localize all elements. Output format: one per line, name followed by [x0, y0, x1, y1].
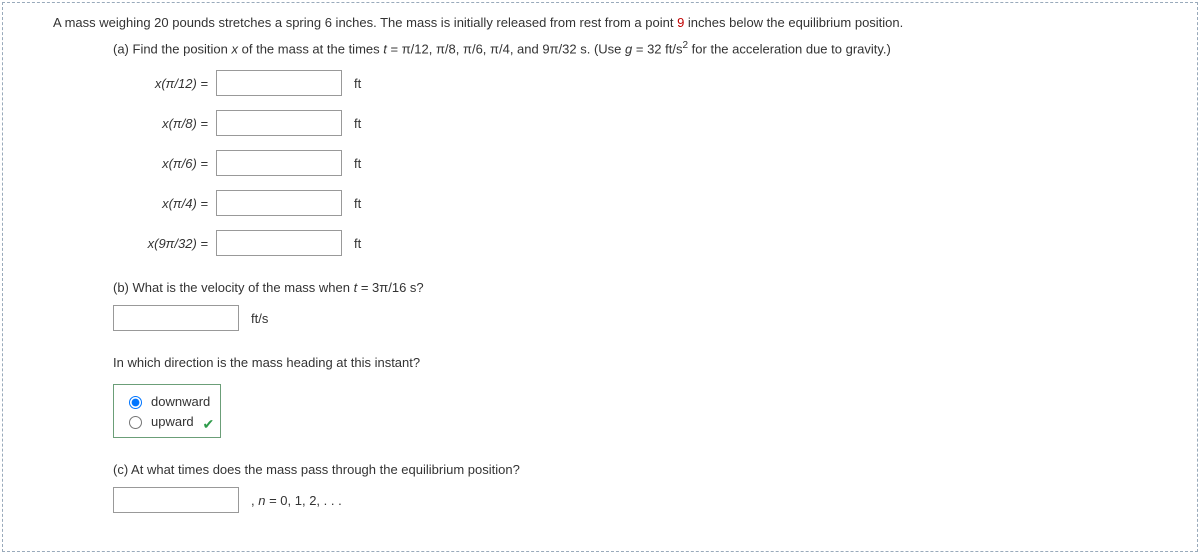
part-c-text: (c) At what times does the mass pass thr…	[113, 462, 1157, 477]
part-b-text: (b) What is the velocity of the mass whe…	[113, 280, 1157, 295]
label-x-pi-12: x(π/12) =	[113, 76, 216, 91]
intro-pre: A mass weighing 20 pounds stretches a sp…	[53, 15, 677, 30]
direction-question: In which direction is the mass heading a…	[113, 355, 1157, 370]
unit-ft: ft	[342, 156, 361, 171]
problem-statement: A mass weighing 20 pounds stretches a sp…	[53, 15, 1157, 30]
unit-fts: ft/s	[239, 311, 268, 326]
input-x-pi-6[interactable]	[216, 150, 342, 176]
unit-ft: ft	[342, 76, 361, 91]
input-velocity[interactable]	[113, 305, 239, 331]
part-c-suffix: , n = 0, 1, 2, . . .	[239, 493, 342, 508]
label-x-pi-6: x(π/6) =	[113, 156, 216, 171]
label-x-pi-8: x(π/8) =	[113, 116, 216, 131]
radio-upward[interactable]	[129, 416, 142, 429]
intro-post: inches below the equilibrium position.	[684, 15, 903, 30]
input-x-pi-4[interactable]	[216, 190, 342, 216]
input-equilibrium-times[interactable]	[113, 487, 239, 513]
direction-options: downward upward ✔	[113, 384, 221, 438]
unit-ft: ft	[342, 116, 361, 131]
input-x-9pi-32[interactable]	[216, 230, 342, 256]
label-downward: downward	[151, 394, 210, 409]
label-upward: upward	[151, 414, 194, 429]
radio-downward[interactable]	[129, 396, 142, 409]
label-x-pi-4: x(π/4) =	[113, 196, 216, 211]
input-x-pi-12[interactable]	[216, 70, 342, 96]
check-icon: ✔	[203, 416, 215, 433]
unit-ft: ft	[342, 236, 361, 251]
unit-ft: ft	[342, 196, 361, 211]
part-a-text: (a) Find the position x of the mass at t…	[113, 40, 1157, 56]
label-x-9pi-32: x(9π/32) =	[113, 236, 216, 251]
input-x-pi-8[interactable]	[216, 110, 342, 136]
